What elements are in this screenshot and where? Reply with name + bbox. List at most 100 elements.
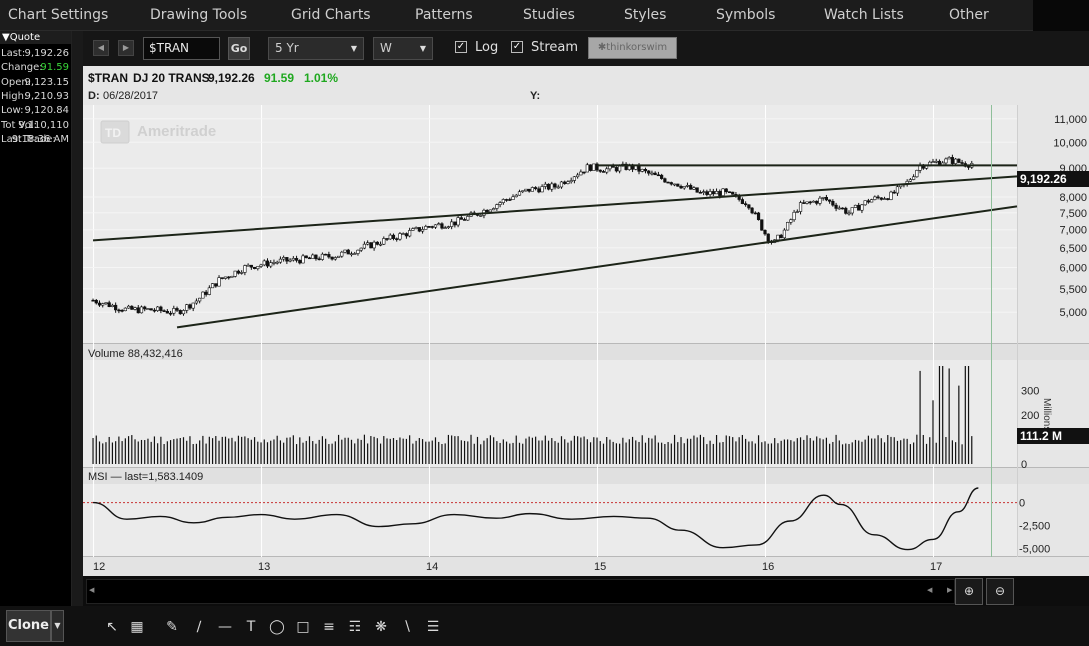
left-splitter[interactable]	[71, 31, 83, 606]
clone-button[interactable]: Clone	[6, 610, 51, 642]
price-tick-label: 7,000	[1059, 225, 1087, 237]
candle-body	[230, 275, 234, 278]
candle-body	[760, 219, 764, 231]
cursor-tool-icon[interactable]: ↖	[106, 619, 118, 635]
candle-body	[327, 254, 331, 258]
candle-body	[291, 258, 295, 261]
candle-body	[462, 219, 467, 221]
candle-body	[676, 183, 680, 187]
parallel-lines-tool-icon[interactable]: ∕	[196, 619, 202, 635]
candle-body	[543, 183, 547, 187]
forward-button[interactable]: ▶	[118, 40, 134, 56]
candle-body	[618, 165, 622, 172]
candle-body	[288, 259, 292, 262]
data-box-tool-icon[interactable]: ▦	[130, 619, 144, 635]
quote-header[interactable]: ▼Quote	[0, 31, 71, 44]
quote-label: Last Trade:	[1, 133, 56, 145]
menu-symbols[interactable]: Symbols	[716, 7, 776, 23]
log-checkbox[interactable]: ✓	[455, 41, 467, 53]
back-button[interactable]: ◀	[93, 40, 109, 56]
horizontal-line-tool-icon[interactable]: —	[218, 619, 232, 635]
candle-body	[207, 287, 211, 295]
candle-body	[711, 191, 715, 195]
horizontal-scrollbar[interactable]: ◀ ◀ ▶ ⊕ ⊖	[83, 576, 1089, 606]
gann-tool-icon[interactable]: ☶	[348, 619, 362, 635]
scroll-track[interactable]	[86, 579, 955, 604]
time-tick-label: 14	[426, 561, 438, 573]
candle-body	[136, 307, 140, 314]
thinkorswim-logo-button[interactable]: ✱thinkorswim	[588, 37, 677, 59]
candle-body	[450, 221, 454, 227]
menu-grid-charts[interactable]: Grid Charts	[291, 7, 371, 23]
chart-svg[interactable]: TD Ameritrade $TRAN DJ 20 TRANS 9,192.26…	[83, 66, 1089, 576]
menu-styles[interactable]: Styles	[624, 7, 667, 23]
interval-select[interactable]: W ▼	[373, 37, 433, 60]
candle-body	[120, 310, 124, 312]
candle-body	[346, 249, 350, 255]
list-tool-icon[interactable]: ☰	[426, 619, 440, 635]
candle-body	[194, 300, 199, 304]
scroll-right-icon[interactable]: ▶	[947, 586, 953, 594]
menu-chart-settings[interactable]: Chart Settings	[8, 7, 109, 23]
quote-label: Change:	[1, 62, 43, 74]
candle-body	[731, 191, 735, 195]
chart-last-price: 9,192.26	[208, 71, 255, 85]
msi-axis: 0 -2,500 -5,000	[1019, 498, 1050, 556]
arrow-right-icon: ▶	[122, 43, 130, 52]
price-tick-label: 5,500	[1059, 284, 1087, 296]
candle-body	[537, 188, 541, 193]
zoom-out-button[interactable]: ⊖	[986, 578, 1014, 605]
candle-body	[530, 187, 535, 192]
scroll-left-step-icon[interactable]: ◀	[927, 586, 933, 594]
candle-body	[511, 196, 515, 200]
candle-body	[404, 233, 409, 237]
fibonacci-tool-icon[interactable]: ≡	[323, 619, 335, 635]
menu-watch-lists[interactable]: Watch Lists	[824, 7, 904, 23]
zoom-out-icon: ⊖	[994, 584, 1006, 598]
spiral-tool-icon[interactable]: ❋	[375, 619, 387, 635]
candle-body	[94, 299, 98, 304]
grid-lines	[83, 105, 1017, 557]
candle-body	[708, 191, 712, 195]
candle-body	[227, 276, 231, 279]
quote-row: Low: 9,120.84	[1, 104, 71, 117]
candle-body	[298, 260, 302, 264]
chart-date: 06/28/2017	[103, 90, 158, 102]
candle-body	[278, 258, 283, 263]
stream-label: Stream	[531, 40, 579, 55]
symbol-input[interactable]: $TRAN	[143, 37, 220, 60]
candle-body	[178, 310, 182, 315]
menu-drawing-tools[interactable]: Drawing Tools	[150, 7, 248, 23]
chart-area[interactable]: TD Ameritrade $TRAN DJ 20 TRANS 9,192.26…	[83, 66, 1089, 576]
candle-body	[375, 241, 379, 245]
candle-body	[576, 174, 580, 178]
fan-tool-icon[interactable]: ∖	[402, 619, 412, 635]
candle-body	[640, 168, 644, 172]
period-select[interactable]: 5 Yr ▼	[268, 37, 364, 60]
stream-checkbox[interactable]: ✓	[511, 41, 523, 53]
ellipse-tool-icon[interactable]: ◯	[269, 619, 285, 635]
rectangle-tool-icon[interactable]: □	[296, 619, 310, 635]
scroll-left-icon[interactable]: ◀	[89, 586, 95, 594]
candle-body	[210, 283, 215, 289]
quote-row: Change: 91.59	[1, 61, 71, 74]
quote-value: 91.59	[40, 62, 69, 74]
menu-studies[interactable]: Studies	[523, 7, 575, 23]
candle-body	[792, 211, 796, 221]
candle-body	[430, 226, 434, 228]
candle-body	[666, 181, 670, 184]
text-tool-icon[interactable]: T	[246, 619, 256, 635]
pencil-tool-icon[interactable]: ✎	[166, 619, 178, 635]
candle-body	[944, 158, 948, 164]
go-button[interactable]: Go	[228, 37, 250, 60]
zoom-in-button[interactable]: ⊕	[955, 578, 983, 605]
candle-body	[721, 188, 725, 196]
menu-patterns[interactable]: Patterns	[415, 7, 473, 23]
candle-body	[789, 219, 793, 223]
candle-body	[353, 253, 357, 255]
menu-other[interactable]: Other	[949, 7, 989, 23]
clone-menu-button[interactable]: ▼	[51, 610, 64, 642]
candle-body	[763, 229, 767, 235]
candle-body	[915, 170, 919, 178]
candle-body	[614, 167, 619, 172]
